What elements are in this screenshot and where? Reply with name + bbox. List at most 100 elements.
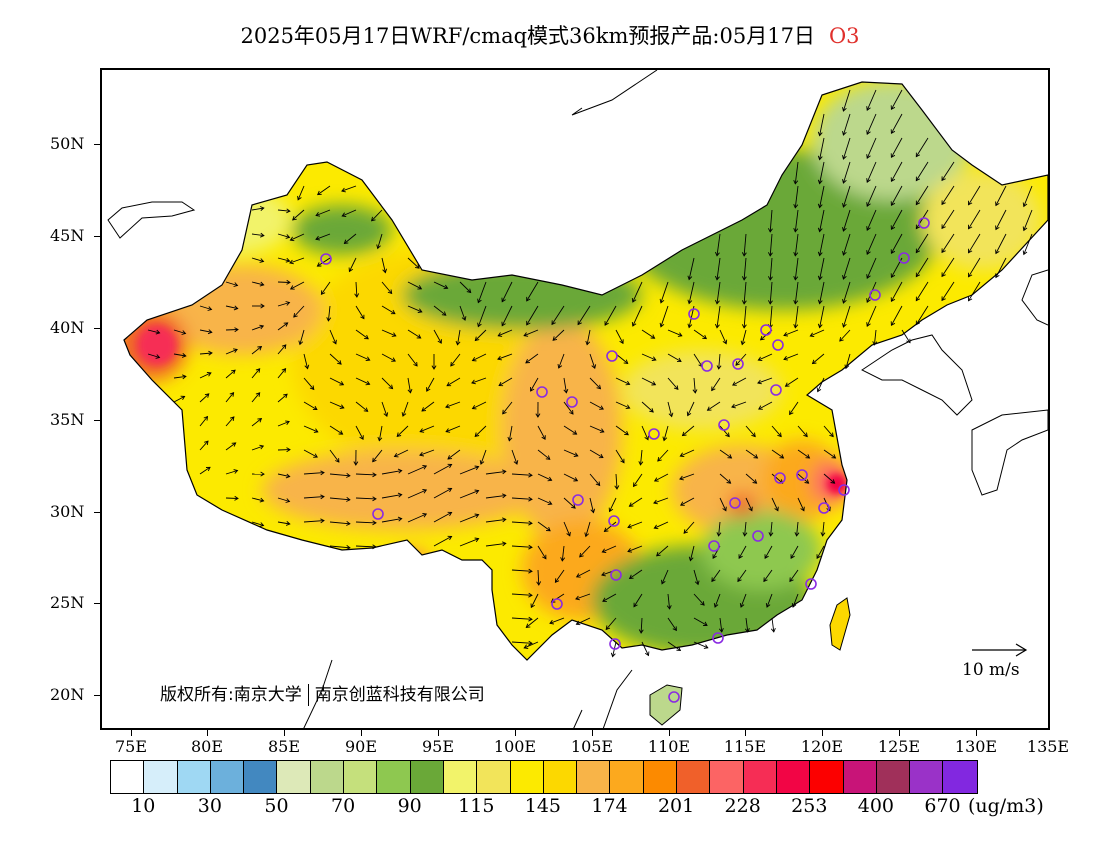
wind-vector	[615, 473, 618, 490]
wind-vector-head	[683, 529, 689, 534]
wind-vector	[225, 348, 238, 355]
wind-vector	[446, 377, 461, 387]
wind-vector	[225, 392, 234, 403]
wind-vector	[355, 497, 377, 500]
wind-vector	[303, 425, 318, 433]
wind-vector	[355, 425, 364, 440]
map-panel[interactable]	[100, 68, 1050, 730]
wind-vector	[585, 521, 591, 537]
wind-vector-head	[388, 384, 394, 390]
wind-vector-head	[628, 502, 634, 507]
colorbar-swatch	[111, 761, 145, 793]
wind-vector-head	[638, 629, 644, 634]
wind-vector-head	[679, 475, 684, 481]
wind-vector-head	[363, 407, 369, 412]
wind-vector-head	[572, 430, 578, 435]
wind-vector-head	[595, 481, 601, 487]
wind-vector	[810, 329, 825, 337]
wind-vector	[783, 353, 799, 360]
wind-vector	[661, 569, 669, 584]
wind-vector	[667, 593, 671, 609]
wind-vector	[511, 497, 533, 500]
colorbar-swatch	[943, 761, 977, 793]
wind-vector	[995, 185, 1007, 206]
wind-vector	[251, 445, 264, 451]
wind-vector-head	[601, 548, 607, 553]
wind-vector-head	[659, 322, 665, 328]
wind-vector-head	[320, 494, 325, 500]
wind-vector	[641, 401, 654, 413]
wind-vector	[327, 305, 331, 321]
wind-vector-head	[286, 447, 291, 453]
wind-vector	[891, 113, 903, 134]
coastline-baikal	[571, 70, 658, 116]
wind-vector	[526, 305, 539, 326]
wind-vector-head	[968, 272, 973, 278]
wind-vector	[579, 545, 591, 558]
wind-vector-head	[316, 262, 322, 267]
wind-vector	[251, 281, 264, 286]
wind-vector-head	[584, 532, 590, 538]
wind-vector	[508, 425, 513, 441]
reference-arrow-icon	[972, 643, 1028, 657]
wind-vector	[576, 569, 591, 578]
wind-vector	[741, 329, 747, 345]
wind-vector	[718, 521, 721, 536]
wind-vector	[682, 425, 695, 436]
wind-vector-head	[471, 404, 477, 410]
wind-vector	[766, 593, 773, 608]
wind-vector-head	[661, 579, 666, 585]
wind-vector-head	[842, 226, 847, 232]
colorbar-swatch	[144, 761, 178, 793]
wind-vector-head	[281, 368, 287, 373]
wind-vector-head	[335, 458, 340, 463]
wind-vector	[667, 377, 679, 390]
wind-vector-head	[765, 603, 771, 608]
wind-vector	[501, 305, 513, 326]
wind-vector-head	[631, 297, 637, 303]
wind-vector	[329, 497, 350, 501]
wind-vector-head	[770, 628, 776, 633]
colorbar-swatch	[177, 761, 211, 793]
wind-vector	[511, 593, 533, 596]
wind-vector	[615, 353, 628, 364]
wind-vector	[293, 305, 305, 318]
wind-vector-head	[560, 557, 566, 562]
wind-vector	[744, 521, 747, 536]
wind-vector	[641, 377, 656, 386]
wind-vector	[407, 377, 411, 393]
wind-vector-head	[205, 466, 211, 472]
wind-vector	[277, 368, 286, 379]
wind-vector	[526, 617, 539, 628]
wind-vector	[769, 305, 773, 328]
wind-vector-head	[793, 228, 799, 233]
colorbar-label: 70	[331, 795, 356, 817]
wind-vector-head	[842, 322, 847, 328]
wind-vector	[433, 329, 442, 344]
wind-vector	[225, 497, 239, 499]
wind-vector-head	[372, 544, 377, 550]
wind-vector	[477, 281, 487, 303]
wind-vector	[819, 281, 825, 304]
wind-vector	[719, 473, 731, 484]
wind-vector	[329, 425, 343, 435]
wind-vector-head	[716, 365, 722, 370]
wind-vector-head	[604, 321, 609, 326]
wind-vector-head	[474, 432, 480, 438]
wind-vector-head	[800, 506, 805, 512]
wind-vector-head	[676, 357, 682, 363]
wind-vector-head	[941, 224, 946, 230]
wind-vector	[770, 521, 773, 536]
wind-vector	[524, 641, 539, 649]
wind-vector-head	[605, 625, 611, 631]
wind-vector-head	[563, 388, 569, 394]
wind-vector-head	[673, 385, 679, 390]
wind-vector-head	[497, 355, 502, 361]
wind-vector-head	[528, 592, 533, 598]
wind-vector	[407, 305, 422, 313]
wind-vector	[199, 440, 209, 451]
city-marker	[729, 497, 741, 509]
wind-vector-head	[229, 416, 235, 421]
lon-tick	[515, 730, 516, 736]
wind-vector-head	[839, 337, 844, 342]
